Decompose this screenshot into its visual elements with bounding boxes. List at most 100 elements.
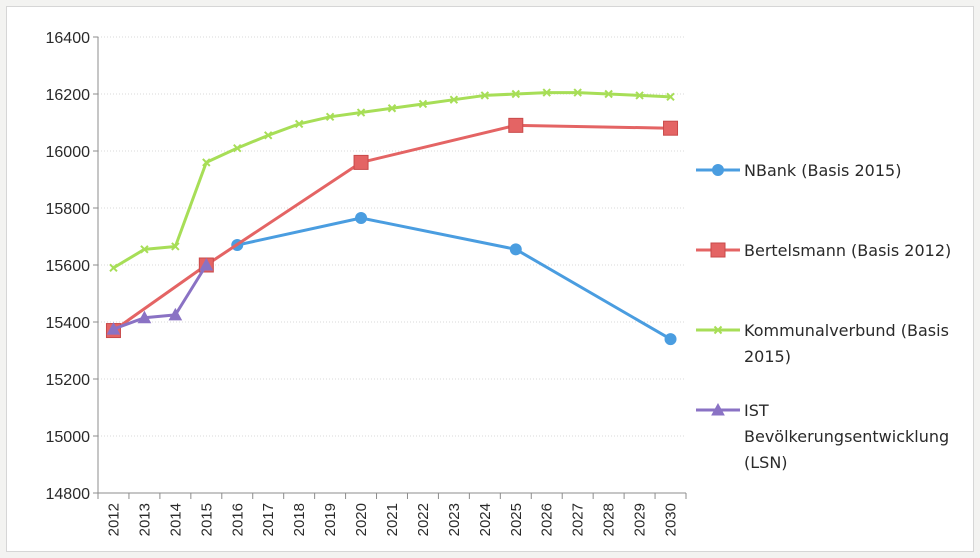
legend-label: IST [744,401,769,420]
legend-entry-2: Bertelsmann (Basis 2012) [696,241,951,260]
series-line [111,263,208,331]
y-tick-label: 16200 [46,87,91,104]
data-point [604,89,613,99]
gridlines [98,36,686,437]
x-tick-label: 2018 [291,503,308,536]
y-tick-label: 16000 [46,144,91,161]
x-axis-tick-labels: 2012 2013 2014 2015 2016 2017 2018 2019 2020 2021… [105,503,679,536]
data-point [171,242,180,251]
data-point [635,91,644,100]
data-point [168,307,183,321]
legend-entry-4: IST Bevölkerungsentwicklung (LSN) [696,401,949,472]
x-tick-label: 2016 [229,503,246,536]
data-point [355,211,368,224]
data-point-stroke [511,89,520,99]
series-line [111,91,673,270]
y-tick-label: 15800 [46,201,91,218]
x-tick-label: 2030 [663,503,680,536]
legend-label: 2015) [744,347,791,366]
data-point [449,95,459,104]
axes [93,36,687,499]
data-point [264,131,273,140]
data-point-stroke [418,99,428,109]
data-point-stroke [202,158,211,167]
y-tick-label: 14800 [46,486,91,503]
legend-swatch-marker [712,164,724,176]
data-point [353,154,369,170]
data-point-stroke [233,143,242,153]
x-tick-label: 2029 [632,503,649,536]
series-3 [109,88,675,273]
y-tick-label: 15000 [46,429,91,446]
y-tick-label: 16400 [46,30,91,47]
data-point [508,117,524,133]
data-point [664,333,677,346]
legend-label: Bertelsmann (Basis 2012) [744,241,951,260]
series-4 [106,257,214,335]
legend: NBank (Basis 2015) Bertelsmann (Basis 201… [696,161,951,472]
data-point [666,92,675,102]
data-point [480,91,490,100]
legend-entry-3: Kommunalverbund (Basis 2015) [696,321,949,366]
data-point [325,112,335,122]
plot-series [105,88,679,346]
y-axis-tick-labels: 14800 15000 15200 15400 15600 15800 16000 16200… [46,30,91,503]
data-point-stroke [573,88,582,97]
data-point [511,89,520,99]
data-point [106,322,121,335]
data-point [140,245,149,254]
legend-swatch-marker [711,402,725,416]
x-tick-label: 2014 [167,503,184,536]
data-point [109,263,118,273]
y-tick-label: 15200 [46,372,91,389]
data-point-stroke [604,89,613,99]
series-1 [231,211,677,346]
data-point-stroke [635,91,644,100]
data-point-stroke [264,131,273,140]
x-tick-label: 2019 [322,503,339,536]
legend-swatch-marker-stroke [713,325,723,335]
data-point [418,99,428,109]
data-point [202,158,211,167]
data-point-stroke [666,92,675,102]
data-point [387,104,397,113]
series-line [111,123,673,333]
data-point [137,310,152,324]
x-tick-label: 2017 [260,503,277,536]
data-point [542,88,551,97]
data-point [663,120,679,136]
data-point-stroke [171,242,180,251]
data-point-stroke [140,245,149,254]
legend-label: Bevölkerungsentwicklung [744,427,949,446]
y-tick-label: 15400 [46,315,91,332]
legend-label: (LSN) [744,453,788,472]
data-point [356,108,366,117]
data-point-stroke [449,95,459,104]
x-tick-label: 2028 [601,503,618,536]
x-tick-label: 2022 [415,503,432,536]
x-tick-label: 2013 [136,503,153,536]
legend-label: NBank (Basis 2015) [744,161,901,180]
x-tick-label: 2012 [105,503,122,536]
y-tick-label: 15600 [46,258,91,275]
data-point [199,257,214,271]
data-point [573,88,582,97]
data-point-stroke [480,91,490,100]
data-point-stroke [294,119,304,129]
data-point [509,243,522,256]
x-tick-label: 2024 [477,503,494,536]
data-point-stroke [356,108,366,117]
data-point-stroke [387,104,397,113]
x-tick-label: 2020 [353,503,370,536]
legend-entry-1: NBank (Basis 2015) [696,161,901,180]
x-tick-label: 2027 [570,503,587,536]
chart-frame [6,6,974,552]
legend-swatch-marker [710,242,726,258]
data-point [233,143,242,153]
series-line [235,216,673,341]
data-point-stroke [109,263,118,273]
x-tick-label: 2023 [446,503,463,536]
legend-label: Kommunalverbund (Basis [744,321,949,340]
x-tick-label: 2021 [384,503,401,536]
